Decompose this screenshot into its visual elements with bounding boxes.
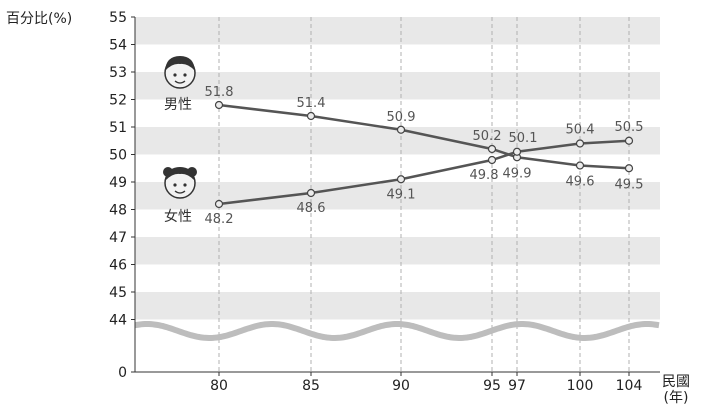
x-tick-label: 104 <box>616 378 643 394</box>
data-labels: 51.8 51.4 50.9 50.2 49.9 49.6 49.5 48.2 48.6 49.1… <box>205 85 644 227</box>
female-marker <box>214 199 224 209</box>
male-marker <box>624 164 634 173</box>
y-tick-label: 54 <box>109 38 127 54</box>
female-data-label: 48.2 <box>205 212 234 227</box>
male-marker <box>396 125 406 134</box>
female-data-label: 49.8 <box>470 168 499 183</box>
male-data-label: 49.5 <box>615 177 644 192</box>
female-data-label: 50.5 <box>615 120 644 135</box>
female-marker <box>575 139 585 148</box>
axis-break-wave <box>134 321 660 341</box>
y-tick-label: 52 <box>109 93 127 109</box>
x-tick-label: 90 <box>392 378 410 394</box>
male-marker <box>487 144 497 154</box>
y-tick-label: 55 <box>109 10 127 26</box>
female-marker <box>624 136 634 145</box>
series-label-female: 女性 <box>164 208 192 225</box>
male-marker <box>306 111 316 121</box>
male-data-label: 51.8 <box>205 85 234 100</box>
male-data-label: 49.9 <box>503 166 532 181</box>
x-ticks: 80 85 90 95 97 100 104 <box>210 372 642 394</box>
y-tick-label: 50 <box>109 148 127 164</box>
x-tick-label: 100 <box>567 378 594 394</box>
x-axis-label-text: 民國 <box>662 374 690 390</box>
female-marker <box>487 155 497 165</box>
male-data-label: 50.9 <box>387 110 416 125</box>
background-band <box>135 72 660 100</box>
female-data-label: 50.4 <box>566 123 595 138</box>
y-tick-label: 45 <box>109 285 127 301</box>
female-marker <box>306 188 316 198</box>
male-data-label: 49.6 <box>566 175 595 190</box>
series-label-male: 男性 <box>164 97 192 113</box>
boy-face-icon <box>164 56 196 89</box>
y-tick-label: 44 <box>109 313 127 329</box>
y-tick-label: 48 <box>109 203 127 219</box>
y-tick-label: 53 <box>109 65 127 81</box>
background-band <box>135 17 660 45</box>
female-marker <box>512 147 522 156</box>
y-tick-label: 51 <box>109 120 127 136</box>
x-tick-label: 85 <box>302 378 320 394</box>
series-markers <box>214 100 634 209</box>
male-data-label: 50.2 <box>473 129 502 144</box>
x-axis-label: 民國 (年) <box>662 374 690 406</box>
x-tick-label: 97 <box>508 378 526 394</box>
x-axis-unit: (年) <box>663 390 689 406</box>
background-band <box>135 292 660 320</box>
background-bands <box>135 17 660 320</box>
x-tick-label: 80 <box>210 378 228 394</box>
female-data-label: 49.1 <box>387 187 416 202</box>
female-data-label: 48.6 <box>297 201 326 216</box>
male-data-label: 51.4 <box>297 96 326 111</box>
y-ticks: 55 54 53 52 51 50 49 48 47 46 45 44 0 <box>109 10 135 381</box>
background-band <box>135 237 660 265</box>
y-axis-label: 百分比(%) <box>6 11 73 27</box>
female-marker <box>396 175 406 184</box>
male-marker <box>575 161 585 170</box>
vertical-gridlines <box>218 17 630 372</box>
female-data-label: 50.1 <box>509 131 538 146</box>
x-tick-label: 95 <box>483 378 501 394</box>
male-marker <box>214 100 224 110</box>
girl-face-icon <box>163 167 197 199</box>
y-tick-label: 47 <box>109 230 127 246</box>
y-tick-label: 46 <box>109 258 127 274</box>
y-tick-label: 49 <box>109 175 127 191</box>
y-tick-label: 0 <box>118 365 127 381</box>
